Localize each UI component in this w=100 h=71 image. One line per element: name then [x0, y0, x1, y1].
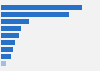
Bar [1, 54, 10, 59]
Bar [1, 33, 19, 38]
Bar [1, 40, 15, 45]
Bar [1, 47, 13, 52]
Bar [1, 19, 29, 24]
Bar [1, 5, 82, 10]
Bar [1, 61, 6, 66]
Bar [1, 12, 69, 17]
Bar [1, 26, 21, 31]
